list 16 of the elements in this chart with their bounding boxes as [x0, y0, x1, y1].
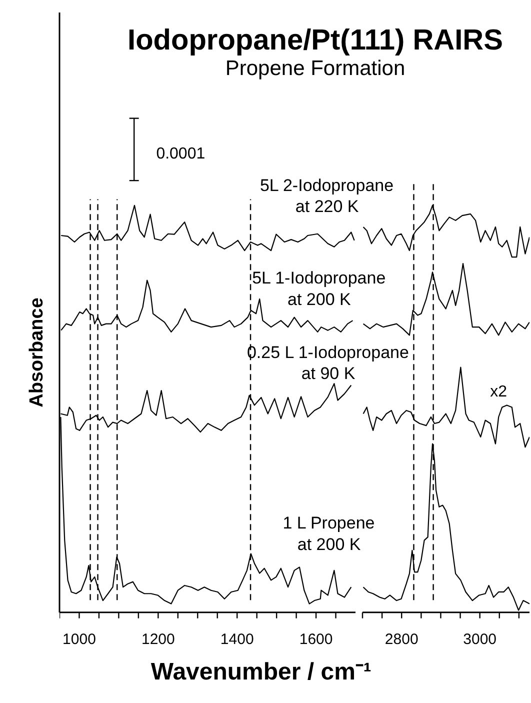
series-label: 0.25 L 1-Iodopropane at 90 K [246, 342, 409, 383]
chart-title: Iodopropane/Pt(111) RAIRS [128, 24, 503, 57]
series-label: 5L 1-Iodopropane at 200 K [252, 268, 386, 309]
chart-subtitle: Propene Formation [225, 56, 406, 80]
x-tick-label: 2800 [384, 630, 418, 648]
x-axis-title: Wavenumber / cm⁻¹ [150, 658, 372, 686]
annotation: x2 [490, 384, 508, 401]
text: 0.0001 [156, 145, 206, 162]
series-label: 5L 2-Iodopropane at 220 K [260, 176, 394, 216]
x-tick-label: 1200 [141, 630, 175, 648]
x-tick-label: 3000 [463, 630, 497, 648]
x-tick-label: 1600 [299, 630, 333, 648]
series-label: 1 L Propene at 200 K [282, 514, 375, 554]
x-tick-label: 1000 [62, 630, 96, 648]
y-axis-title: Absorbance [26, 298, 48, 408]
x-tick-label: 1400 [220, 630, 254, 648]
